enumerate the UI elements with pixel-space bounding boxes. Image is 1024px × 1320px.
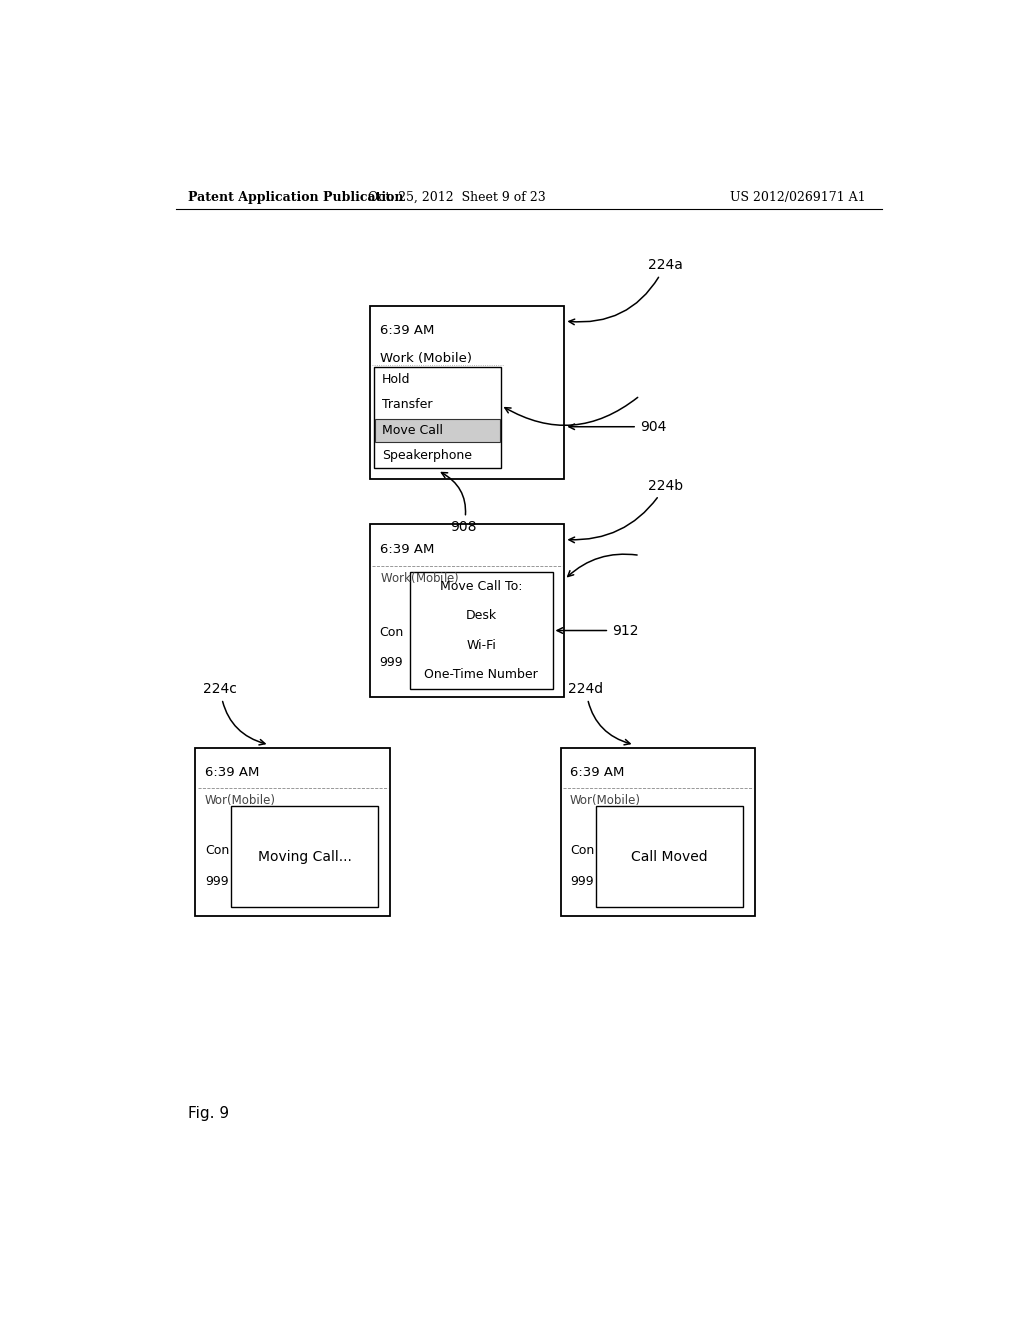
Text: Move Call: Move Call [382,424,443,437]
Text: Wor(Mobile): Wor(Mobile) [205,793,276,807]
Text: Move Call To:: Move Call To: [440,581,522,593]
Text: 224c: 224c [204,682,265,744]
FancyBboxPatch shape [231,805,378,907]
Text: 6:39 AM: 6:39 AM [380,543,434,556]
Text: Con: Con [380,626,403,639]
Text: 999: 999 [570,875,594,888]
Text: 224a: 224a [569,259,683,325]
Text: 999: 999 [380,656,403,669]
Text: Con: Con [570,845,594,858]
Text: Wor$\mathdefault{k}$(Mobile): Wor$\mathdefault{k}$(Mobile) [380,570,459,585]
FancyBboxPatch shape [596,805,743,907]
Text: Oct. 25, 2012  Sheet 9 of 23: Oct. 25, 2012 Sheet 9 of 23 [369,190,546,203]
FancyBboxPatch shape [374,367,501,469]
Text: Moving Call...: Moving Call... [258,850,351,863]
FancyBboxPatch shape [560,748,755,916]
Text: One-Time Number: One-Time Number [424,668,538,681]
Text: Hold: Hold [382,374,411,385]
Text: 999: 999 [205,875,228,888]
FancyBboxPatch shape [370,306,564,479]
Text: Work (Mobile): Work (Mobile) [380,351,472,364]
Text: Wor(Mobile): Wor(Mobile) [570,793,641,807]
Text: 6:39 AM: 6:39 AM [205,766,259,779]
Text: Fig. 9: Fig. 9 [187,1106,228,1121]
Text: 224b: 224b [569,479,683,543]
Text: 6:39 AM: 6:39 AM [380,325,434,337]
FancyBboxPatch shape [370,524,564,697]
Text: Patent Application Publication: Patent Application Publication [187,190,403,203]
Text: Wi-Fi: Wi-Fi [466,639,496,652]
Text: 904: 904 [569,420,667,434]
FancyBboxPatch shape [410,572,553,689]
Text: Speakerphone: Speakerphone [382,449,472,462]
Text: Transfer: Transfer [382,399,432,412]
Text: 908: 908 [441,473,477,535]
Text: 912: 912 [557,623,639,638]
FancyBboxPatch shape [375,420,500,442]
Text: Con: Con [205,845,229,858]
Text: 224d: 224d [568,682,630,744]
Text: US 2012/0269171 A1: US 2012/0269171 A1 [730,190,866,203]
Text: Desk: Desk [466,610,497,623]
FancyBboxPatch shape [196,748,390,916]
Text: Call Moved: Call Moved [632,850,708,863]
Text: 6:39 AM: 6:39 AM [570,766,625,779]
